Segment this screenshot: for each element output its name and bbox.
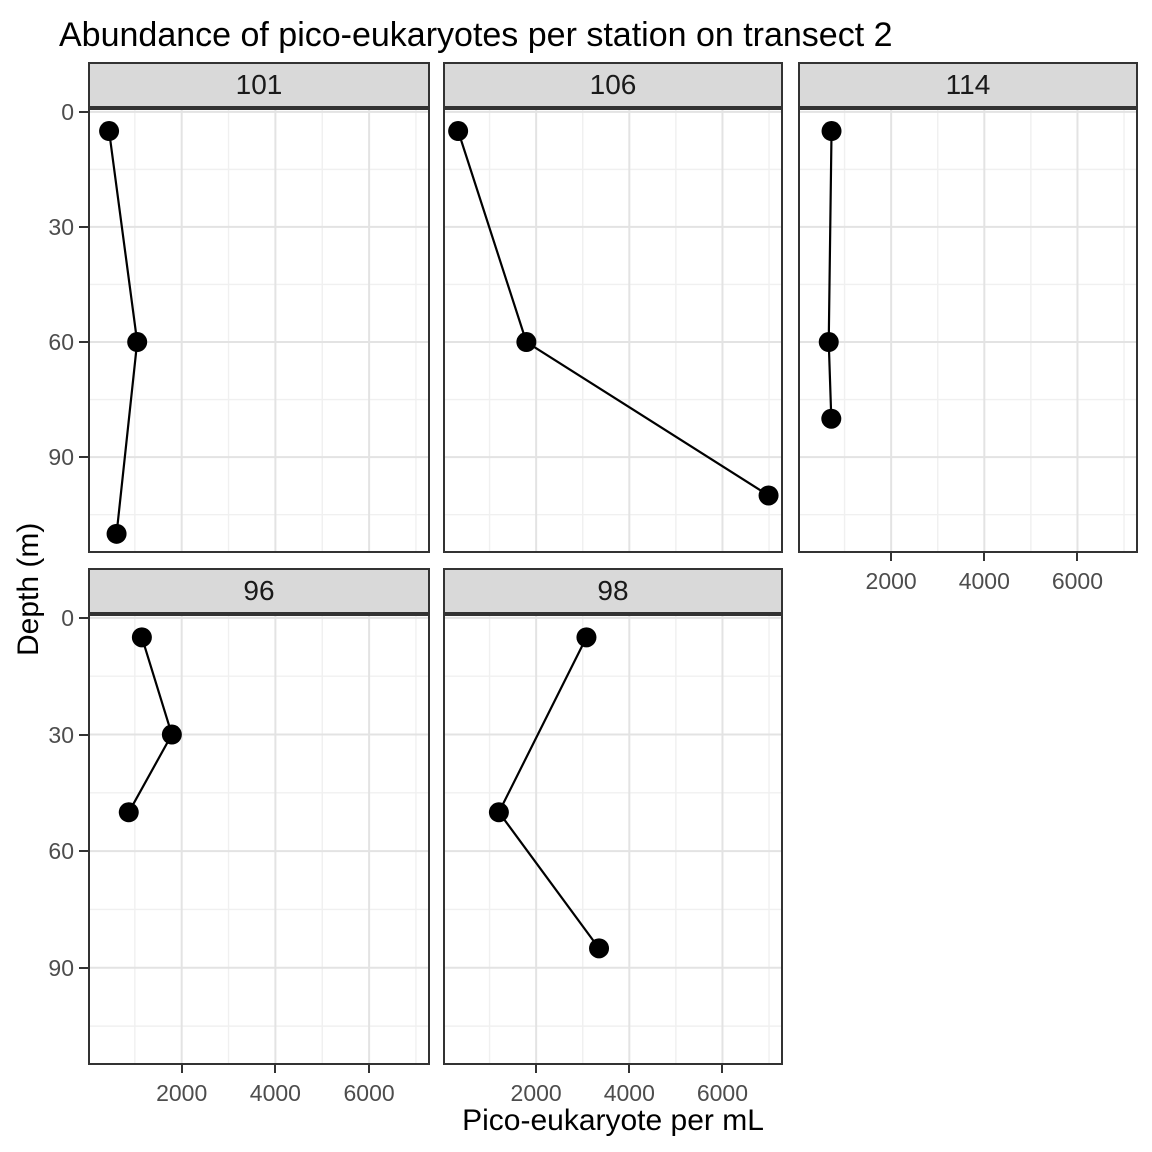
facet-panel-106: [443, 108, 783, 553]
data-point: [488, 802, 509, 823]
y-tick-label: 90: [48, 444, 74, 471]
x-tick-label: 6000: [696, 1080, 749, 1106]
facet-strip-101: 101: [88, 62, 430, 108]
x-tick-label: 4000: [603, 1080, 655, 1106]
y-tick-mark: [79, 225, 88, 228]
x-tick-label: 2000: [865, 568, 917, 594]
y-tick-mark: [79, 733, 88, 736]
data-point: [516, 332, 537, 353]
data-point: [758, 485, 779, 506]
x-tick-mark: [1076, 553, 1079, 561]
data-point: [161, 724, 182, 745]
data-point: [448, 121, 469, 142]
x-tick-label: 4000: [958, 568, 1010, 594]
y-axis-title: Depth (m): [12, 522, 45, 656]
facet-strip-114: 114: [798, 62, 1138, 108]
x-tick-label: 2000: [510, 1080, 562, 1106]
facet-strip-106: 106: [443, 62, 783, 108]
data-point: [589, 938, 610, 959]
facet-panel-101: [88, 108, 430, 553]
x-axis-title: Pico-eukaryote per mL: [462, 1104, 764, 1137]
y-tick-label: 30: [48, 721, 74, 748]
facet-panel-114: [798, 108, 1138, 553]
x-tick-label: 6000: [343, 1080, 395, 1106]
y-tick-label: 0: [61, 98, 74, 125]
panel-border: [88, 614, 430, 1065]
data-point: [576, 627, 597, 648]
y-tick-label: 60: [48, 838, 74, 865]
panel-border: [443, 108, 783, 553]
x-tick-mark: [628, 1065, 631, 1073]
data-point: [106, 523, 127, 544]
facet-panel-96: [88, 614, 430, 1065]
x-tick-mark: [890, 553, 893, 561]
panel-border: [443, 614, 783, 1065]
x-tick-mark: [180, 1065, 183, 1073]
panel-border: [88, 108, 430, 553]
x-tick-mark: [721, 1065, 724, 1073]
profile-line: [107, 130, 139, 534]
facet-strip-98: 98: [443, 568, 783, 614]
x-tick-mark: [535, 1065, 538, 1073]
facet-strip-96: 96: [88, 568, 430, 614]
data-point: [821, 121, 842, 142]
profile-line: [827, 131, 833, 419]
panel-border: [798, 108, 1138, 553]
data-point: [118, 802, 139, 823]
data-point: [818, 332, 839, 353]
x-tick-mark: [983, 553, 986, 561]
y-tick-mark: [79, 850, 88, 853]
x-tick-mark: [368, 1065, 371, 1073]
x-tick-label: 2000: [156, 1080, 208, 1106]
y-tick-mark: [79, 616, 88, 619]
plot-title: Abundance of pico-eukaryotes per station…: [59, 16, 893, 54]
y-tick-mark: [79, 966, 88, 969]
y-tick-label: 0: [61, 604, 74, 631]
x-tick-mark: [274, 1065, 277, 1073]
x-tick-label: 6000: [1051, 568, 1104, 594]
y-tick-label: 90: [48, 954, 74, 981]
data-point: [99, 121, 120, 142]
data-point: [821, 408, 842, 429]
x-tick-label: 4000: [249, 1080, 301, 1106]
y-tick-mark: [79, 110, 88, 113]
facet-panel-98: [443, 614, 783, 1065]
y-tick-mark: [79, 456, 88, 459]
data-point: [131, 627, 152, 648]
y-tick-label: 30: [48, 213, 74, 240]
y-tick-mark: [79, 341, 88, 343]
y-tick-label: 60: [48, 329, 74, 355]
data-point: [127, 332, 148, 353]
